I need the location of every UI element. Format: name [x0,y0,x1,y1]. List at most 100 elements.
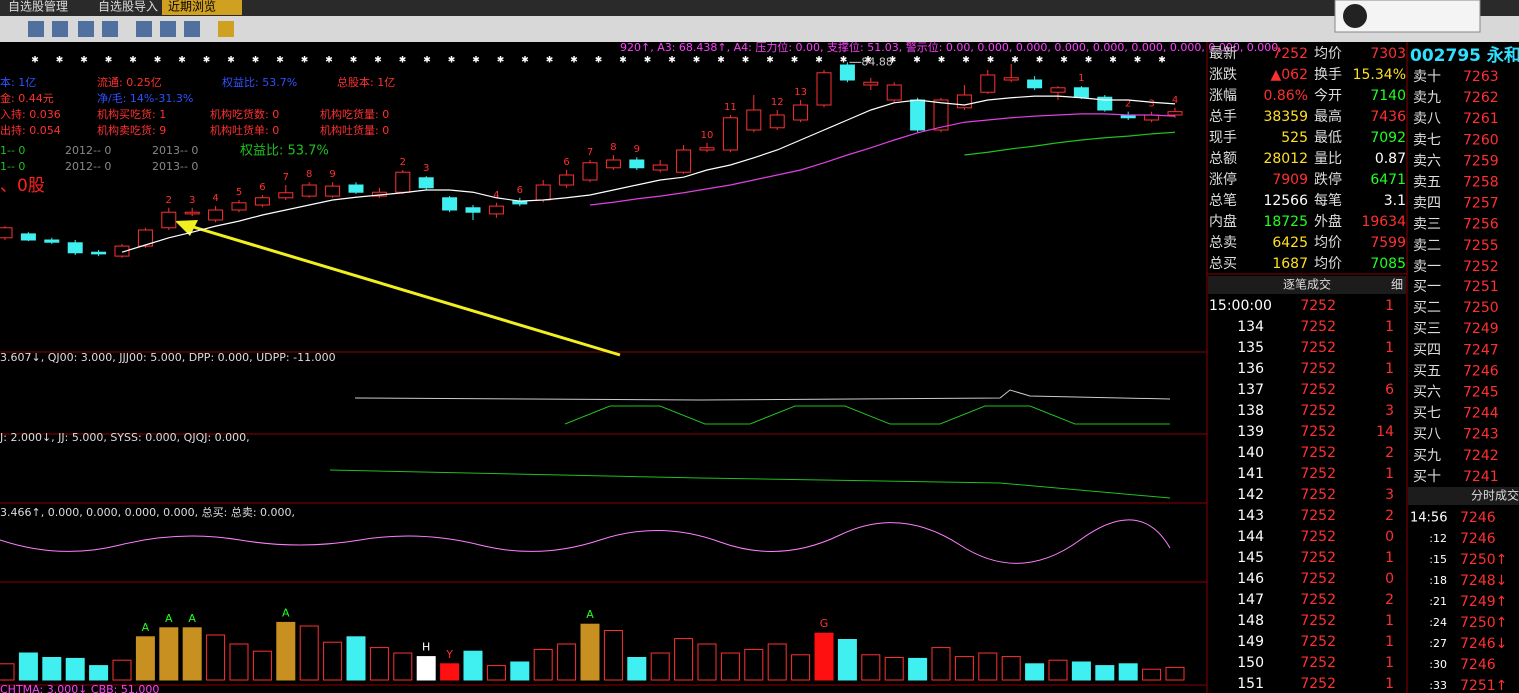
candle-label: 11 [724,102,737,113]
book-price: 7261 [1463,111,1499,127]
candle-body [933,99,949,131]
book-price: 7251 [1463,279,1499,295]
tab-label[interactable]: 自选股管理 [8,0,68,14]
timeshare-time: :15 [1429,553,1447,566]
trades-detail: 细 [1391,278,1403,292]
volume-bar [393,652,413,681]
trade-volume: 1 [1385,550,1394,566]
marker: ✱ [668,56,676,66]
candle-body [816,72,832,106]
trade-price: 7252 [1300,634,1336,650]
marker: ✱ [570,56,578,66]
candle-body [1167,111,1183,116]
volume-bar [627,657,647,681]
info-text: 机构吐货量: 0 [320,123,389,137]
quote-value: 7140 [1370,88,1406,104]
marker: ✱ [1036,56,1044,66]
volume-bar [346,636,366,681]
candle-label: 7 [587,147,593,158]
info-text: 权益比: 53.7% [222,75,297,89]
timeshare-price: 7251↑ [1460,678,1507,693]
timeshare-time: :30 [1429,658,1447,671]
quote-value: 0.87 [1375,151,1406,167]
quote-label: 涨幅 [1209,88,1237,104]
book-price: 7244 [1463,406,1499,422]
candle-label: 8 [306,169,312,180]
ma-line [964,131,1176,156]
candle-label: 12 [771,97,784,108]
book-price: 7258 [1463,175,1499,191]
candle-label: 4 [1172,95,1178,106]
info-text: 出持: 0.054 [0,123,61,137]
volume-bar [884,657,904,681]
quote-label: 涨停 [1209,171,1237,188]
trade-price: 7252 [1300,571,1336,587]
candle-body [559,174,575,186]
marker: ✱ [815,56,823,66]
tab-label[interactable]: 近期浏览 [168,0,216,14]
quote-label: 每笔 [1314,193,1342,209]
marker: ✱ [619,56,627,66]
marker: ✱ [840,56,848,66]
info-text: 总股本: 1亿 [337,75,395,89]
ma-line [589,113,1176,206]
trade-volume: 14 [1376,424,1394,440]
tab-label[interactable]: 自选股导入 [98,0,158,14]
trade-volume: 2 [1385,445,1394,461]
indicator-line [354,389,1171,401]
candle-body [605,159,621,169]
quote-value: 19634 [1361,214,1406,230]
marker: ✱ [791,56,799,66]
trade-time: 148 [1237,613,1264,629]
volume-bar [18,652,38,681]
volume-bar [674,638,694,681]
book-label: 买四 [1413,342,1441,358]
volume-bar [252,650,272,681]
candle-label: 1 [1078,73,1084,84]
book-price: 7256 [1463,217,1499,233]
volume-label: A [282,606,290,619]
trade-volume: 0 [1385,571,1394,587]
trade-volume: 3 [1385,487,1394,503]
tab [92,0,176,15]
quote-label: 内盘 [1209,213,1237,230]
trade-time: 143 [1237,508,1264,524]
trade-time: 151 [1237,676,1264,692]
marker: ✱ [56,56,64,66]
candle-body [793,104,809,121]
candle-body [208,209,224,221]
volume-bar [440,663,460,681]
trade-volume: 1 [1385,466,1394,482]
toolbar [0,16,1519,42]
trade-price: 7252 [1300,382,1336,398]
volume-label: A [188,612,196,625]
quote-label: 均价 [1314,235,1342,251]
candle-body [395,171,411,193]
volume-bar [89,665,109,681]
volume-bar [416,656,436,681]
trade-time: 146 [1237,571,1264,587]
volume-bar [510,661,530,681]
marker: ✱ [1011,56,1019,66]
quote-label: 跌停 [1314,171,1342,188]
candle-body [418,177,434,189]
book-label: 卖四 [1413,196,1441,212]
marker: ✱ [350,56,358,66]
candle-body [629,159,645,169]
book-price: 7250 [1463,300,1499,316]
candle-body [348,184,364,193]
marker: ✱ [962,56,970,66]
tab [2,0,86,15]
candle-body [231,202,247,211]
quote-value: 15.34% [1353,67,1406,83]
volume-bar [791,654,811,681]
book-label: 买三 [1413,321,1441,337]
timeshare-price: 7246 [1460,531,1496,547]
candle-body [20,233,36,241]
trade-price: 7252 [1300,298,1336,314]
trade-volume: 3 [1385,403,1394,419]
trade-volume: 6 [1385,382,1394,398]
trade-time: 147 [1237,592,1264,608]
candle-label: 9 [634,144,640,155]
marker: ✱ [105,56,113,66]
